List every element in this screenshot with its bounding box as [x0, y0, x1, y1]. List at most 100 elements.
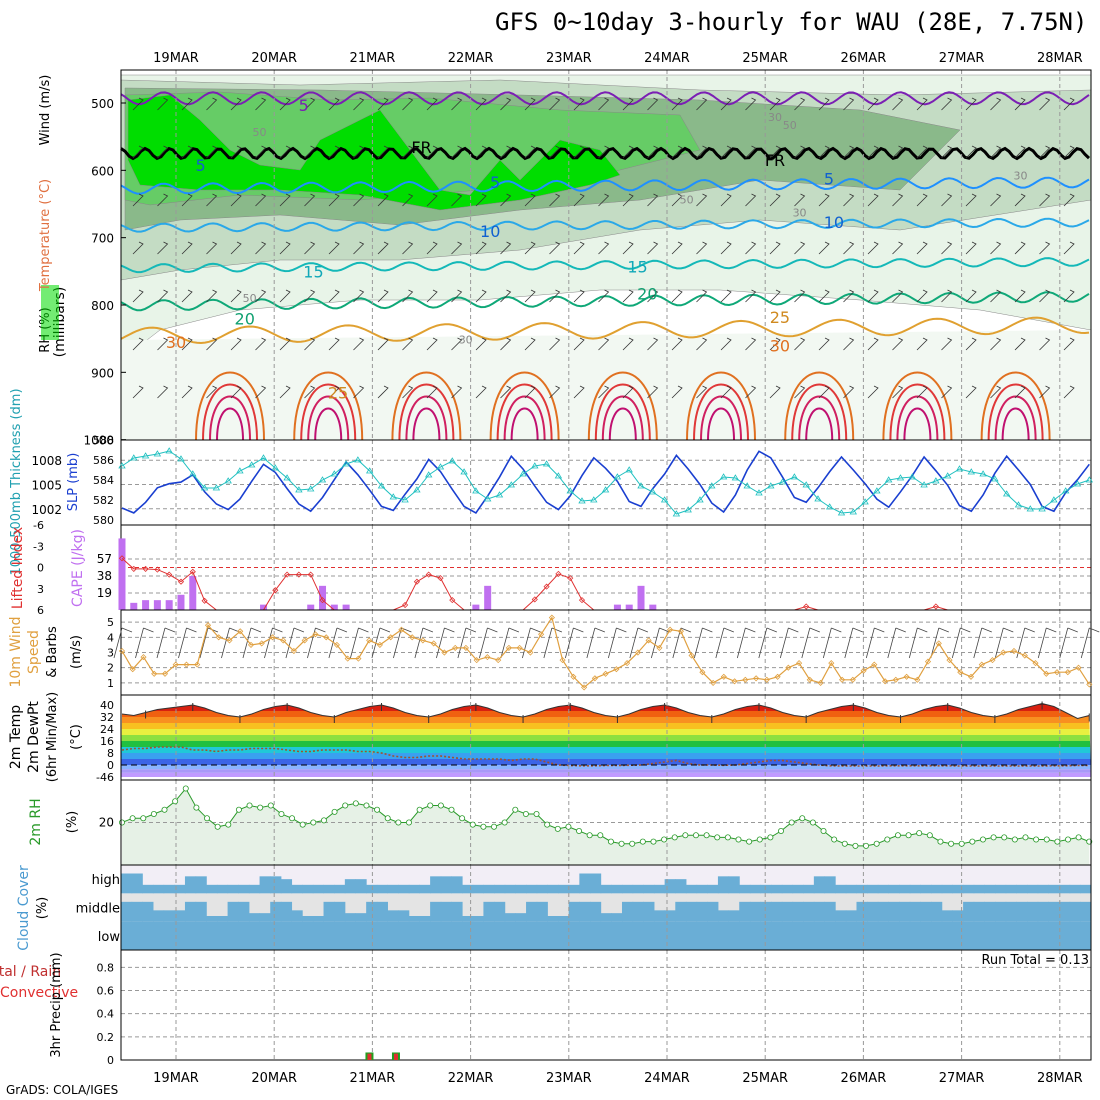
wind10m-barb [994, 627, 1014, 659]
wind10m-marker [258, 640, 265, 647]
cloud-cell-middle [1069, 901, 1081, 922]
cloud-cell-middle [483, 901, 495, 922]
wind-barb [475, 97, 487, 111]
wind-barb [1039, 289, 1051, 303]
wind10m-marker [656, 644, 663, 651]
cloud-cell-high [1027, 884, 1039, 894]
cloud-cell-middle [238, 901, 250, 922]
cloud-cell-middle [1080, 901, 1092, 922]
rh2m-marker [480, 823, 487, 830]
cloud-cell-high [430, 876, 442, 894]
rh2m-marker [820, 828, 827, 835]
wind10m-marker [516, 644, 523, 651]
temperature-contour-3 [120, 217, 1090, 233]
slp-tick-label: 1002 [31, 503, 62, 517]
cape-bar [189, 576, 197, 610]
cloud-cell-low [781, 921, 794, 950]
wind-barb [475, 289, 487, 303]
temp2m-tick-label: 8 [107, 747, 114, 760]
thickness-marker [200, 484, 209, 491]
wind-barb [769, 97, 781, 111]
cloud-cell-middle [280, 901, 293, 922]
wind10m-barb [865, 627, 885, 659]
wind-barb [745, 289, 757, 303]
wind-barb [1063, 289, 1075, 303]
thickness-tick-label: 588 [93, 434, 114, 447]
wind10m-marker [495, 657, 502, 664]
temperature-panel-label: Temperature (°C) [38, 179, 53, 292]
wind10m-tick-label: 1 [107, 677, 114, 690]
wind10m-barb [586, 627, 606, 659]
cloud-cell-high [707, 884, 719, 894]
wind-barb [573, 97, 585, 111]
thickness-marker [1002, 490, 1011, 497]
cloud-cell-high [302, 884, 314, 894]
wind-barb [132, 193, 144, 207]
wind10m-speed-line [121, 616, 1090, 689]
lifted-index-marker [295, 571, 302, 578]
li-tick-label: 0 [37, 562, 44, 575]
thickness-marker [625, 466, 633, 473]
date-label-top: 28MAR [1037, 51, 1083, 66]
wind10m-marker [161, 670, 169, 677]
thickness-marker [578, 497, 586, 504]
cloud-cell-high [909, 884, 921, 894]
cape-bar [342, 604, 350, 610]
wind-barb [745, 337, 757, 351]
rh2m-marker [639, 838, 646, 845]
cloud-cell-low [963, 921, 975, 950]
wind10m-marker [226, 637, 233, 644]
wind-barb [475, 241, 487, 255]
wind-barb [230, 289, 242, 303]
cloud-cell-low [451, 921, 463, 950]
wind-barb [181, 385, 193, 399]
rh2m-tick-label: 20 [99, 816, 114, 830]
cloud-cell-high [867, 884, 879, 894]
date-label-bottom: 27MAR [939, 1071, 985, 1086]
cloud-cell-middle [504, 913, 516, 922]
thickness-marker [153, 450, 162, 457]
thickness-marker [1014, 501, 1023, 508]
wind-barb [990, 337, 1002, 351]
thickness-marker [755, 489, 763, 496]
cloud-cell-low [355, 921, 367, 950]
wind10m-barb [135, 627, 154, 659]
wind-barb [671, 193, 683, 207]
wind-barb [377, 241, 389, 255]
contour-label: 15 [627, 258, 647, 277]
wind-barb [549, 337, 561, 351]
cloud-cell-high [419, 884, 431, 894]
cape-bar [613, 604, 621, 610]
wind10m-marker [430, 640, 437, 647]
surface-temperature-contour [707, 407, 736, 441]
wind-barb [1014, 289, 1026, 303]
wind-barb [353, 241, 365, 255]
cloud-cell-low [835, 921, 847, 950]
pressure-tick-label: 800 [91, 299, 114, 313]
cloud-cell-middle [963, 901, 975, 922]
wind10m-marker [806, 676, 813, 683]
rh2m-marker [618, 840, 625, 847]
cloud-cell-low [600, 921, 612, 950]
wind-barb [402, 385, 414, 399]
cloud-cell-middle [558, 916, 570, 922]
contour-label: 50 [243, 292, 257, 305]
surface-temperature-contour [293, 371, 364, 441]
thickness-marker [1061, 487, 1070, 494]
rh2m-marker [331, 808, 338, 815]
wind-barb [500, 193, 512, 207]
wind-barb [573, 241, 585, 255]
temp-band [121, 717, 1091, 723]
rh2m-marker [140, 815, 147, 822]
cloud-cell-high [344, 879, 357, 894]
li-tick-label: -3 [33, 540, 44, 553]
thickness-marker [731, 474, 740, 481]
thickness-marker [436, 463, 445, 470]
cloud-cell-low [280, 921, 293, 950]
temp-band [121, 753, 1091, 759]
wind10m-marker [849, 676, 856, 683]
cloud-cell-middle [600, 913, 612, 922]
surface-temperature-contour [987, 383, 1044, 441]
thickness-marker [283, 474, 291, 481]
wind-barb [500, 145, 512, 159]
